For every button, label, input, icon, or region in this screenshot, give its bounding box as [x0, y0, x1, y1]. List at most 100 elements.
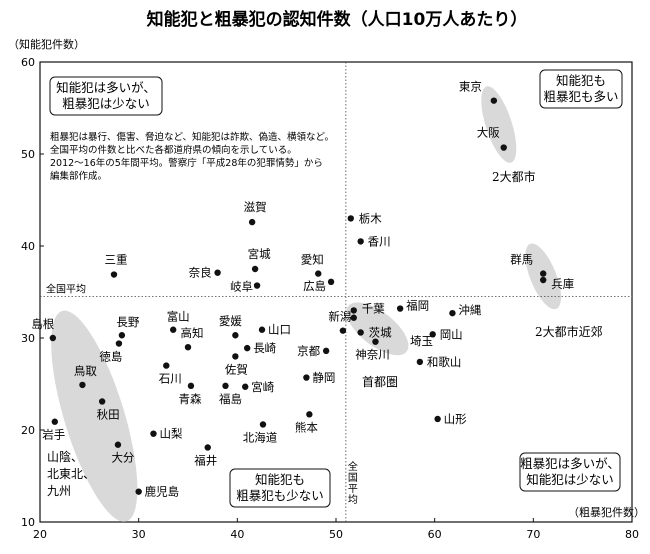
point-label: 愛知 — [301, 253, 324, 267]
y-tick-label: 10 — [21, 516, 35, 529]
point-label: 静岡 — [312, 371, 335, 385]
data-point — [222, 382, 229, 390]
data-point — [170, 326, 177, 333]
data-point — [110, 271, 118, 278]
data-point — [251, 265, 259, 273]
point-label: 茨城 — [369, 325, 392, 339]
group-label: 2大都市 — [492, 169, 536, 184]
quadrant-label: 知能犯も — [556, 73, 606, 88]
point-label: 奈良 — [189, 266, 212, 280]
data-point — [490, 97, 498, 104]
data-point — [306, 411, 313, 418]
data-point — [350, 307, 357, 314]
point-label: 高知 — [181, 326, 204, 340]
data-point — [187, 382, 195, 390]
quadrant-box — [519, 452, 621, 492]
data-point — [204, 444, 211, 451]
data-point — [396, 305, 404, 312]
point-label: 大分 — [111, 451, 134, 465]
point-label: 宮城 — [248, 247, 271, 261]
point-label: 新潟 — [328, 310, 351, 324]
data-point — [372, 338, 379, 345]
data-point — [357, 329, 364, 336]
chart-note-line: 編集部作成。 — [50, 170, 107, 182]
point-label: 佐賀 — [225, 362, 248, 376]
group-label: 首都圏 — [362, 375, 398, 389]
data-point — [258, 326, 266, 333]
quadrant-label: 知能犯は多いが、 — [56, 80, 156, 95]
x-tick-label: 30 — [132, 528, 146, 541]
point-label: 兵庫 — [551, 277, 574, 291]
avg-x-label-char: 平 — [348, 484, 358, 495]
data-point — [540, 270, 547, 277]
group-label: 山陰、 — [47, 450, 83, 464]
point-label: 滋賀 — [244, 200, 267, 214]
quadrant-label: 粗暴犯は少ない — [62, 96, 150, 111]
point-label: 神奈川 — [355, 348, 390, 362]
chart-note: 粗暴犯は暴行、傷害、脅迫など、知能犯は詐欺、偽造、横領など。全国平均の件数と比べ… — [50, 131, 334, 182]
data-point — [98, 398, 106, 405]
group-label: 2大都市近郊 — [535, 324, 603, 339]
x-tick-label: 70 — [526, 528, 540, 541]
group-ellipse — [346, 302, 409, 356]
data-point — [51, 418, 58, 425]
chart-note-line: 全国平均の件数と比べた各都道府県の傾向を示している。 — [50, 144, 297, 156]
chart-note-line: 粗暴犯は暴行、傷害、脅迫など、知能犯は詐欺、偽造、横領など。 — [50, 131, 334, 143]
data-point — [49, 334, 57, 342]
chart-title: 知能犯と粗暴犯の認知件数（人口10万人あたり） — [146, 9, 528, 30]
point-label: 宮崎 — [251, 380, 274, 394]
group-label: 九州 — [47, 484, 71, 498]
avg-x-label-char: 全 — [348, 460, 358, 473]
quadrant-label: 知能犯も — [255, 472, 305, 487]
point-label: 岡山 — [440, 327, 463, 341]
y-tick-label: 20 — [21, 424, 35, 437]
data-point — [253, 282, 261, 289]
point-label: 山形 — [444, 412, 467, 426]
data-point — [434, 415, 441, 423]
data-point — [339, 327, 347, 334]
quadrant-label: 知能犯は少ない — [526, 472, 614, 487]
data-point — [347, 215, 354, 222]
quadrant-label: 粗暴犯は多いが、 — [520, 456, 620, 471]
point-label: 長野 — [116, 315, 139, 329]
point-label: 福島 — [219, 392, 242, 406]
point-label: 鹿児島 — [145, 485, 180, 499]
quadrant-box — [229, 468, 331, 508]
point-label: 島根 — [31, 317, 54, 331]
group-ellipse — [51, 310, 138, 522]
point-label: 福岡 — [406, 299, 429, 313]
data-point — [244, 344, 251, 352]
point-label: 広島 — [303, 279, 326, 293]
avg-x-label-char: 均 — [348, 494, 358, 506]
data-point — [232, 332, 239, 339]
data-point — [115, 340, 123, 347]
point-label: 埼玉 — [410, 334, 433, 348]
avg-x-label-char: 国 — [348, 472, 358, 484]
data-point — [540, 276, 547, 284]
quadrant-label: 粗暴犯も多い — [543, 89, 618, 104]
point-label: 熊本 — [295, 420, 318, 434]
point-label: 群馬 — [510, 253, 533, 267]
data-point — [357, 238, 364, 245]
x-tick-label: 40 — [230, 528, 244, 541]
data-point — [114, 441, 122, 448]
point-label: 栃木 — [359, 211, 382, 225]
point-label: 山梨 — [159, 427, 182, 441]
point-label: 鳥取 — [74, 364, 97, 378]
point-label: 徳島 — [99, 350, 122, 364]
avg-y-label: 全国平均 — [46, 283, 86, 296]
point-label: 愛媛 — [219, 314, 242, 328]
point-label: 石川 — [159, 372, 182, 386]
data-point — [163, 362, 170, 369]
x-tick-label: 60 — [428, 528, 442, 541]
x-axis-label: （粗暴犯件数） — [568, 506, 645, 519]
data-point — [416, 358, 424, 366]
point-label: 沖縄 — [458, 303, 481, 317]
x-tick-label: 20 — [33, 528, 47, 541]
y-tick-label: 50 — [21, 148, 35, 161]
point-label: 福井 — [194, 453, 217, 467]
data-point — [322, 347, 330, 355]
point-label: 和歌山 — [427, 355, 462, 369]
point-label: 岐阜 — [230, 280, 253, 294]
data-point — [259, 421, 267, 428]
